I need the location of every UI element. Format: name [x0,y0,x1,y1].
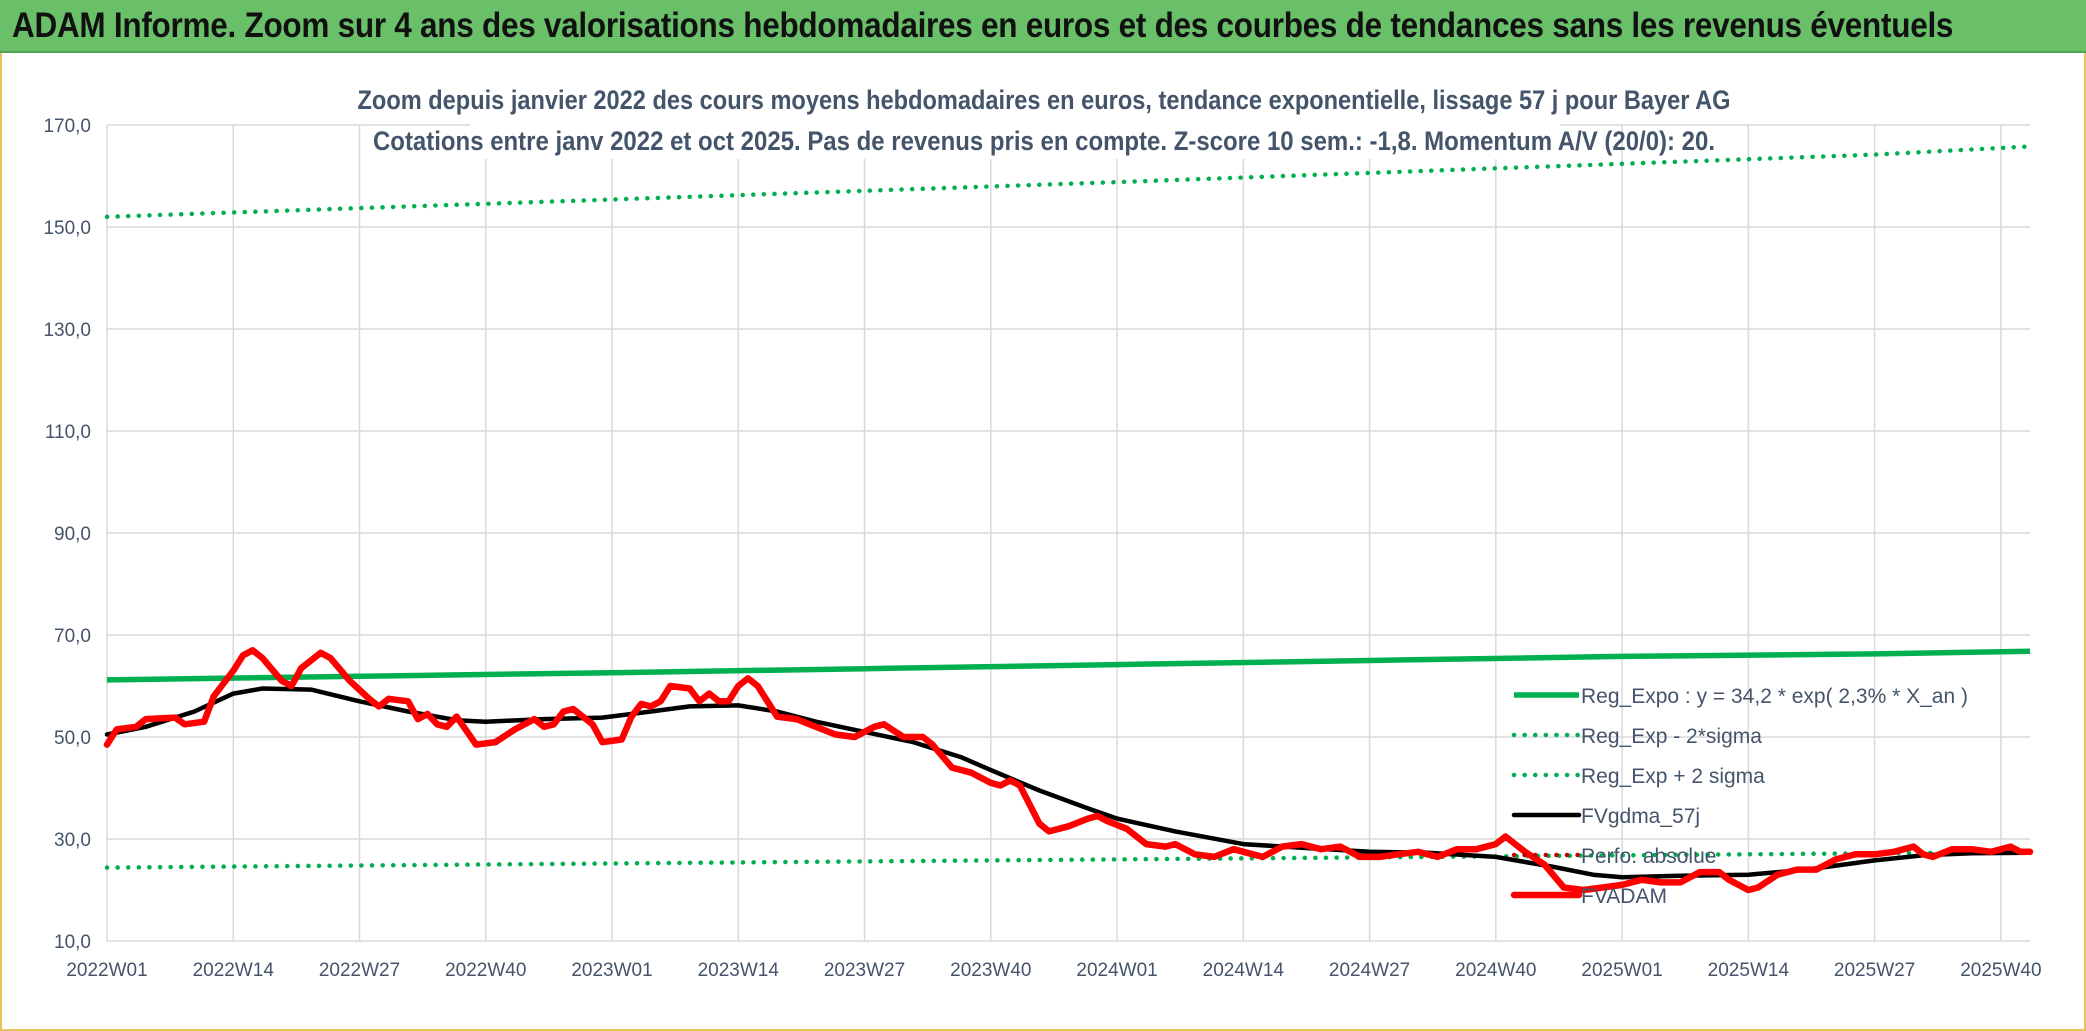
x-tick-label: 2024W27 [1329,960,1410,981]
legend: Reg_Expo : y = 34,2 * exp( 2,3% * X_an )… [1510,685,1968,908]
y-tick-label: 110,0 [45,422,91,443]
legend-label-fvgdma-57j: FVgdma_57j [1581,805,1700,828]
x-tick-label: 2024W01 [1076,960,1157,981]
chart-frame: 10,0 30,0 50,0 70,0 90,0 110,0 130,0 150,0 170,0… [0,53,2086,1031]
grid-layer [106,124,2030,942]
line-chart: 10,0 30,0 50,0 70,0 90,0 110,0 130,0 150,0 170,0… [43,79,2042,981]
title-background [470,79,1560,159]
x-tick-label: 2023W01 [571,960,652,981]
series-line-reg-exp-2-sigma [104,144,2033,220]
x-tick-label: 2023W27 [824,960,905,981]
header-bar: ADAM Informe. Zoom sur 4 ans des valoris… [0,0,2086,53]
legend-label-perfo-absolue: Perfo. absolue [1581,845,1716,868]
x-tick-label: 2024W40 [1455,960,1536,981]
x-tick-label: 2025W40 [1960,960,2041,981]
y-tick-label: 70,0 [54,626,91,647]
x-tick-label: 2022W27 [319,960,400,981]
chart-title: Zoom depuis janvier 2022 des cours moyen… [358,85,1731,115]
legend-label-reg-exp-2-sigma: Reg_Exp - 2*sigma [1581,725,1762,748]
x-tick-label: 2022W01 [66,960,147,981]
x-tick-label: 2023W40 [950,960,1031,981]
chart-subtitle: Cotations entre janv 2022 et oct 2025. P… [373,126,1715,156]
series-line-fvadam [103,647,2034,894]
y-tick-label: 10,0 [54,932,91,953]
y-tick-label: 30,0 [54,830,91,851]
report-title: ADAM Informe. Zoom sur 4 ans des valoris… [12,6,1954,45]
x-tick-label: 2023W14 [698,960,780,981]
y-tick-label: 150,0 [43,218,91,239]
legend-label-fvadam: FVADAM [1581,885,1667,908]
x-tick-label: 2025W14 [1708,960,1790,981]
series-layer [103,144,2034,894]
legend-label-reg-exp-2-sigma: Reg_Exp + 2 sigma [1581,765,1765,788]
series-line-reg-exp-2-sigma [104,850,2033,870]
y-tick-label: 50,0 [54,728,91,749]
x-tick-label: 2022W14 [193,960,275,981]
x-tick-label: 2024W14 [1203,960,1285,981]
x-tick-label: 2025W01 [1581,960,1662,981]
x-tick-label: 2022W40 [445,960,526,981]
x-tick-label: 2025W27 [1834,960,1915,981]
y-tick-label: 170,0 [43,116,91,137]
series-line-reg-expo-y-34-2-exp-2-3-x-an [106,648,2031,683]
y-tick-label: 90,0 [54,524,91,545]
y-tick-label: 130,0 [43,320,91,341]
axis-layer: 10,0 30,0 50,0 70,0 90,0 110,0 130,0 150,0 170,0… [43,116,2041,981]
legend-label-reg-expo-y-34-2-exp-2-3-x-an: Reg_Expo : y = 34,2 * exp( 2,3% * X_an ) [1581,685,1968,708]
